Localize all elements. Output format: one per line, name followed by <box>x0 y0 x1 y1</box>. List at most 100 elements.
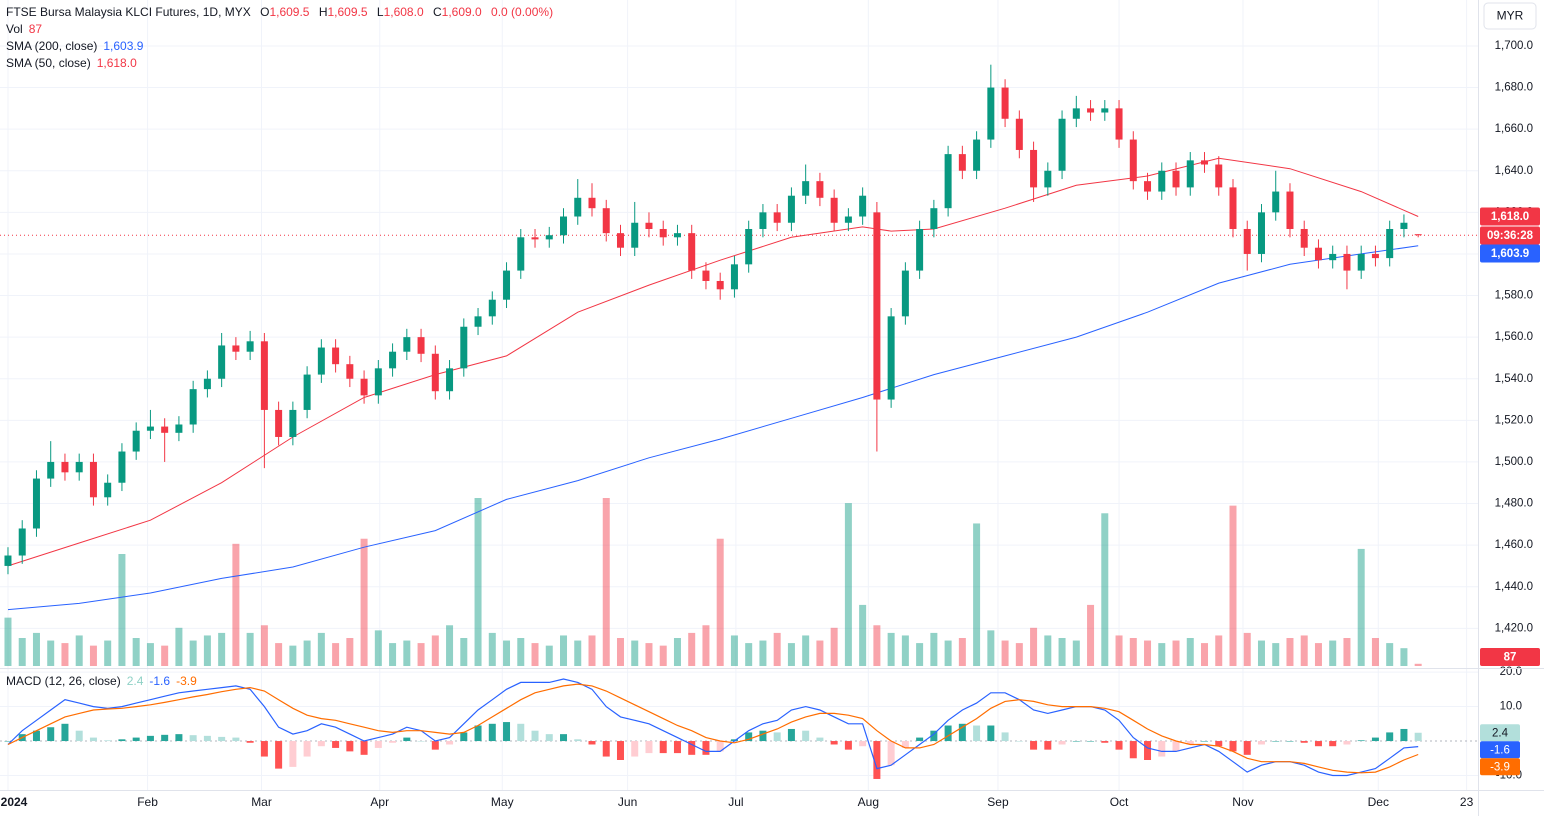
candle-body <box>1101 108 1109 113</box>
candle-body <box>232 345 240 352</box>
macd-histogram-bar <box>745 732 753 742</box>
candle-body <box>1072 108 1080 119</box>
candle-body <box>47 461 55 479</box>
sma50-label: 1,618.0 <box>1491 211 1529 223</box>
countdown-label: 09:36:28 <box>1487 230 1534 242</box>
ohlc-key: O <box>260 5 270 19</box>
macd-histogram-bar <box>787 728 795 742</box>
y-tick-label: 1,420.0 <box>1495 622 1533 634</box>
macd-histogram-bar <box>4 741 12 742</box>
candle-body <box>916 228 924 271</box>
y-tick-label: 1,460.0 <box>1495 539 1533 551</box>
candle-body <box>659 228 667 238</box>
candle-body <box>730 264 738 290</box>
candle-body <box>474 316 482 327</box>
macd-histogram-bar <box>958 723 966 742</box>
candle-body <box>1243 228 1251 254</box>
candle-body <box>1329 253 1337 261</box>
volume-bar <box>389 643 397 666</box>
volume-bar <box>574 640 582 666</box>
macd-histogram-bar <box>203 735 211 742</box>
macd-histogram-bar <box>61 723 69 742</box>
sma200-legend: SMA (200, close) 1,603.9 <box>6 38 149 55</box>
volume-bar <box>275 643 283 666</box>
macd-histogram-bar <box>1044 741 1052 750</box>
candle-body <box>317 347 325 375</box>
macd-histogram-bar <box>517 723 525 742</box>
macd-histogram-bar <box>688 741 696 755</box>
y-tick-label: 1,540.0 <box>1495 373 1533 385</box>
macd-histogram-bar <box>1144 741 1152 760</box>
macd-histogram-bar <box>645 741 653 754</box>
macd-histogram-bar <box>659 741 667 754</box>
candle-body <box>631 222 639 248</box>
volume-legend: Vol 87 <box>6 21 48 38</box>
macd-histogram-bar <box>260 741 268 757</box>
volume-bar <box>1058 638 1066 666</box>
change: 0.0 (0.00%) <box>491 5 554 19</box>
currency-button[interactable]: MYR <box>1483 2 1537 30</box>
y-tick-label: 1,440.0 <box>1495 581 1533 593</box>
volume-bar <box>1371 638 1379 666</box>
symbol-title: FTSE Bursa Malaysia KLCI Futures, 1D, MY… <box>6 5 251 19</box>
macd-histogram-bar <box>503 722 511 742</box>
volume-bar <box>488 632 496 666</box>
volume-bar <box>203 635 211 666</box>
macd-histogram-bar <box>488 723 496 742</box>
volume-bar <box>332 643 340 666</box>
currency-label[interactable]: MYR <box>1497 9 1524 23</box>
candle-body <box>944 154 952 209</box>
volume-bar <box>32 632 40 666</box>
y-tick-label: 1,680.0 <box>1495 82 1533 94</box>
candle-body <box>1371 253 1379 259</box>
candle-body <box>1044 170 1052 188</box>
macd-histogram-bar <box>944 725 952 742</box>
macd-histogram-bar <box>859 741 867 747</box>
macd-histogram-bar <box>702 741 710 755</box>
macd-histogram-bar <box>673 741 681 754</box>
candle-body <box>1129 139 1137 182</box>
candle-body <box>816 181 824 198</box>
macd-histogram-bar <box>930 730 938 742</box>
histogram-label-box <box>1480 724 1520 742</box>
candle-body <box>303 374 311 410</box>
volume-bar <box>1087 604 1095 666</box>
volume-bar <box>232 543 240 666</box>
candle-body <box>1286 191 1294 229</box>
candle-body <box>1300 228 1308 248</box>
macd-histogram-bar <box>289 741 297 767</box>
candle-body <box>1272 191 1280 213</box>
hist-value: 2.4 <box>126 674 144 688</box>
volume-bar <box>901 635 909 666</box>
candle-body <box>716 280 724 290</box>
candle-body <box>18 528 26 556</box>
candle-body <box>1414 234 1422 236</box>
candle-body <box>289 409 297 437</box>
volume-bar <box>1172 640 1180 666</box>
macd-histogram-bar <box>916 737 924 742</box>
y-tick-label: 1,580.0 <box>1495 290 1533 302</box>
volume-bar <box>645 643 653 666</box>
volume-bar <box>1144 640 1152 666</box>
macd-histogram-bar <box>1030 741 1038 750</box>
macd-histogram-bar <box>146 735 154 742</box>
candle-body <box>1015 118 1023 150</box>
macd-histogram-bar <box>346 741 354 752</box>
currency-box[interactable] <box>1483 2 1537 30</box>
macd-histogram-bar <box>303 741 311 757</box>
macd-histogram-bar <box>560 734 568 742</box>
sma-name: SMA (50, close) <box>6 56 91 70</box>
volume-bar <box>930 632 938 666</box>
candle-body <box>1058 118 1066 171</box>
sma-line <box>7 245 1419 611</box>
signal-label-box <box>1480 758 1520 776</box>
ohlc-key: C <box>432 5 442 19</box>
ohlc-value: 1,609.5 <box>327 5 368 19</box>
histogram-label: 2.4 <box>1492 727 1509 739</box>
candle-body <box>503 270 511 300</box>
candle-body <box>859 195 867 217</box>
macd-histogram-bar <box>431 741 439 750</box>
macd-histogram-bar <box>1201 741 1209 742</box>
macd-histogram-bar <box>1257 741 1265 745</box>
volume-bar <box>588 635 596 666</box>
